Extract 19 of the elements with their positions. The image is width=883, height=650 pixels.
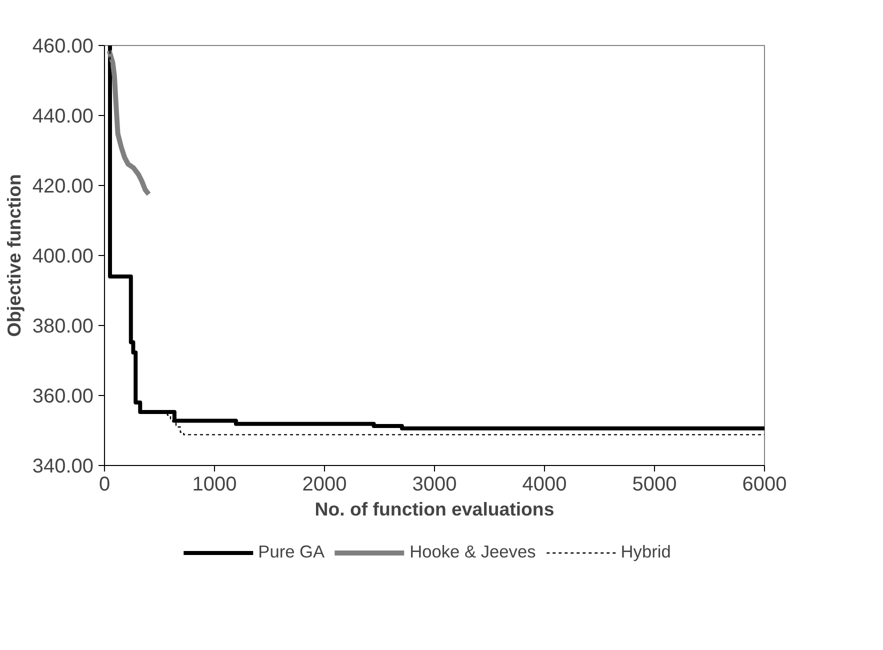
x-tick-label: 5000 [632, 474, 677, 496]
y-tick-label: 400.00 [32, 246, 94, 268]
x-tick-label: 0 [98, 474, 110, 496]
x-tick-label: 1000 [192, 474, 237, 496]
legend-label: Hybrid [620, 542, 671, 562]
x-tick-label: 3000 [412, 474, 457, 496]
y-axis-title: Objective function [3, 174, 24, 337]
legend-label: Pure GA [258, 542, 325, 562]
x-tick-label: 4000 [522, 474, 567, 496]
y-tick-label: 420.00 [32, 176, 94, 198]
y-tick-label: 360.00 [32, 386, 94, 408]
x-axis-title: No. of function evaluations [314, 498, 554, 520]
legend-label: Hooke & Jeeves [410, 542, 536, 562]
y-tick-label: 340.00 [32, 456, 94, 478]
x-tick-label: 2000 [302, 474, 347, 496]
y-tick-label: 380.00 [32, 316, 94, 338]
x-tick-label: 6000 [742, 474, 787, 496]
y-tick-label: 460.00 [32, 36, 94, 58]
y-tick-label: 440.00 [32, 106, 94, 128]
